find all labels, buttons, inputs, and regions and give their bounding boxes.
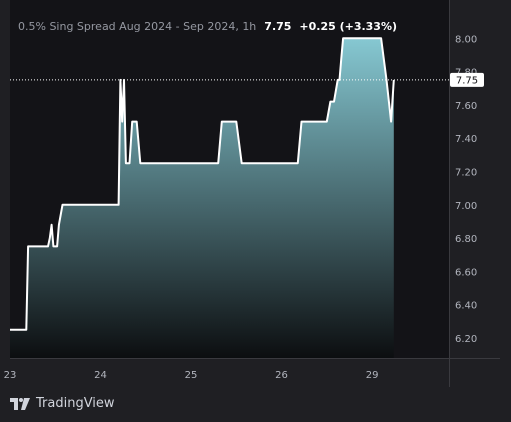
y-tick-label: 6.20: [455, 334, 477, 345]
x-tick-label: 25: [185, 370, 198, 381]
series-line: [10, 37, 395, 331]
y-tick-label: 7.20: [455, 168, 477, 179]
last-price-value: 7.75: [456, 75, 478, 86]
legend-change: +0.25 (+3.33%): [299, 20, 397, 33]
tradingview-logo-icon: [10, 397, 30, 410]
x-tick-label: 26: [275, 370, 288, 381]
y-tick-label: 7.40: [455, 134, 477, 145]
y-tick-label: 7.60: [455, 101, 477, 112]
brand-label: TradingView: [36, 396, 115, 411]
x-tick-label: 24: [94, 370, 107, 381]
tradingview-brand[interactable]: TradingView: [10, 396, 115, 411]
last-price-label: 7.75: [450, 72, 484, 87]
x-tick-label: 29: [366, 370, 379, 381]
x-tick-label: 23: [4, 370, 17, 381]
legend-title: 0.5% Sing Spread Aug 2024 - Sep 2024, 1h: [18, 20, 256, 33]
legend: 0.5% Sing Spread Aug 2024 - Sep 2024, 1h…: [18, 20, 397, 33]
time-scale[interactable]: 23 24 25 26 29: [4, 370, 379, 381]
series-area-fill: [10, 38, 394, 358]
y-tick-label: 7.00: [455, 201, 477, 212]
y-tick-label: 6.40: [455, 301, 477, 312]
y-tick-label: 6.60: [455, 267, 477, 278]
legend-last-value: 7.75: [264, 20, 291, 33]
y-tick-label: 8.00: [455, 34, 477, 45]
y-tick-label: 6.80: [455, 234, 477, 245]
